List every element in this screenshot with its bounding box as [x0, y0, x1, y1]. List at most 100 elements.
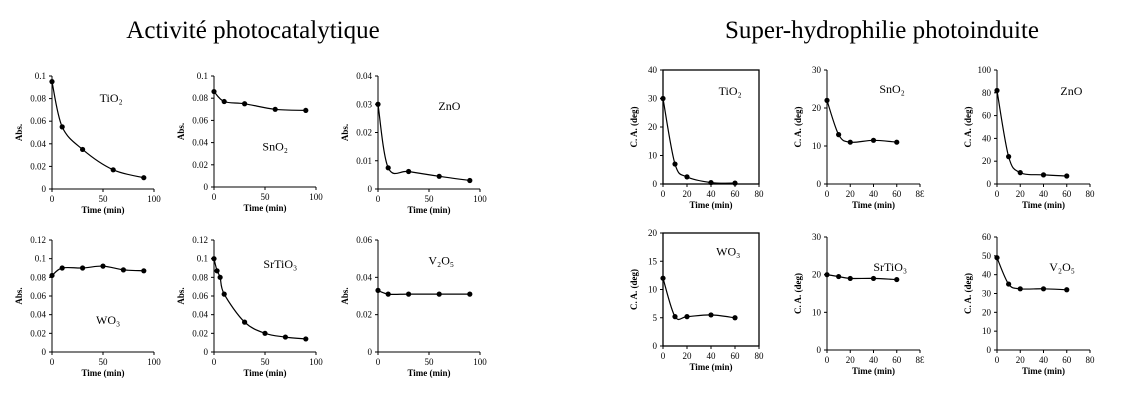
data-point [385, 165, 391, 171]
y-tick-label: 0.04 [192, 138, 208, 148]
data-point [684, 174, 690, 180]
y-tick-label: 0.1 [197, 71, 208, 81]
x-tick-label: 50 [99, 357, 109, 367]
data-point [894, 139, 900, 145]
data-point [660, 275, 666, 281]
data-point [894, 276, 900, 283]
panel-right-tio2: 0 10 20 30 40 0 20 40 60 80 Time (min) C. A. (deg) T… [629, 65, 764, 210]
data-point [708, 312, 714, 318]
panel-label: SrTiO₃ [873, 260, 907, 274]
y-tick-label: 30 [812, 232, 822, 242]
x-tick-label: 100 [473, 357, 487, 367]
y-tick-label: 0.01 [356, 156, 372, 166]
data-point [49, 79, 55, 85]
data-point [385, 291, 391, 297]
data-point [282, 334, 288, 340]
y-tick-label: 20 [812, 103, 822, 113]
x-tick-label: 40 [869, 189, 879, 199]
x-tick-label: 100 [473, 194, 487, 204]
y-tick-label: 0 [817, 345, 822, 355]
data-point [120, 267, 126, 273]
data-point [272, 106, 278, 112]
data-point [994, 255, 1000, 261]
x-tick-label: 50 [261, 357, 271, 367]
x-tick-label: 20 [1016, 355, 1026, 365]
y-tick-label: 40 [982, 270, 992, 280]
y-axis-title: Abs. [14, 287, 24, 304]
y-tick-label: 0.02 [30, 328, 46, 338]
panel-left-v2o5: 0 0.02 0.04 0.06 0 50 100 Time (min) Abs. V₂O₅ [340, 235, 487, 378]
fit-curve [377, 104, 470, 182]
x-tick-label: 40 [869, 355, 879, 365]
x-tick-label: 0 [376, 194, 381, 204]
x-tick-label: 100 [309, 357, 323, 367]
data-point [211, 88, 217, 95]
x-tick-label: 0 [995, 355, 1000, 365]
data-point [375, 287, 381, 293]
data-point [1006, 281, 1012, 287]
data-point [1040, 286, 1047, 292]
y-tick-label: 0 [42, 347, 47, 357]
data-point [375, 101, 381, 107]
x-tick-label: 40 [707, 189, 717, 199]
x-tick-label: 0 [995, 189, 1000, 199]
y-tick-label: 0 [653, 179, 658, 189]
panel-label: V₂O₅ [1049, 260, 1075, 274]
y-tick-label: 10 [982, 326, 992, 336]
data-point [684, 314, 690, 320]
data-point [80, 265, 86, 271]
y-tick-label: 30 [648, 94, 658, 104]
data-point [217, 274, 223, 280]
x-axis-title: Time (min) [689, 362, 732, 372]
x-tick-label: 20 [846, 355, 856, 365]
y-tick-label: 0.04 [356, 71, 372, 81]
panel-label: SnO₂ [262, 139, 288, 153]
y-tick-label: 0 [368, 347, 373, 357]
x-tick-label: 8Ɛ [915, 189, 925, 199]
x-tick-label: 0 [376, 357, 381, 367]
data-point [59, 124, 65, 130]
plot-frame [662, 69, 760, 185]
data-point [59, 265, 65, 271]
y-axis-title: Abs. [340, 287, 350, 304]
panel-label: TiO₂ [100, 91, 123, 105]
x-axis-title: Time (min) [852, 366, 895, 376]
x-axis-title: Time (min) [852, 200, 895, 210]
x-tick-label: 50 [425, 194, 435, 204]
x-tick-label: 50 [425, 357, 435, 367]
data-point [660, 95, 666, 102]
x-axis-title: Time (min) [407, 205, 450, 215]
plot-frame [662, 232, 760, 347]
y-tick-label: 0.04 [192, 310, 208, 320]
y-axis-title: C. A. (deg) [629, 269, 639, 310]
y-axis-title: C. A. (deg) [963, 273, 973, 314]
data-point [214, 268, 220, 274]
y-tick-label: 40 [648, 65, 658, 75]
y-tick-label: 0.04 [30, 139, 46, 149]
y-tick-label: 0.02 [192, 328, 208, 338]
x-axis-title: Time (min) [1022, 366, 1065, 376]
fit-curve [662, 98, 736, 184]
panel-left-sno2: 0 0.02 0.04 0.06 0.08 0.1 0 50 100 Time (min) Abs.… [176, 71, 323, 213]
data-point [732, 180, 738, 186]
panel-left-srtio3: 0 0.02 0.04 0.06 0.08 0.1 0.12 0 50 100 Time (min)… [176, 235, 323, 378]
panel-right-v2o5: 0 10 20 30 40 50 60 0 20 40 60 80 Time (min) C. A. (d… [963, 232, 1095, 376]
y-tick-label: 0.1 [35, 254, 46, 264]
data-point [436, 173, 442, 179]
x-tick-label: 20 [683, 351, 693, 361]
y-tick-label: 0.12 [192, 235, 208, 245]
y-tick-label: 0 [987, 345, 992, 355]
y-tick-label: 0.1 [35, 71, 46, 81]
y-axis-title: C. A. (deg) [793, 273, 803, 314]
data-point [100, 263, 106, 269]
y-tick-label: 60 [982, 111, 992, 121]
data-point [49, 272, 55, 279]
y-tick-label: 0.04 [356, 272, 372, 282]
x-tick-label: 60 [892, 355, 902, 365]
data-point [221, 98, 227, 105]
x-tick-label: 60 [731, 351, 741, 361]
x-axis-title: Time (min) [243, 203, 286, 213]
data-point [1017, 170, 1023, 176]
x-tick-label: 80 [1086, 355, 1096, 365]
